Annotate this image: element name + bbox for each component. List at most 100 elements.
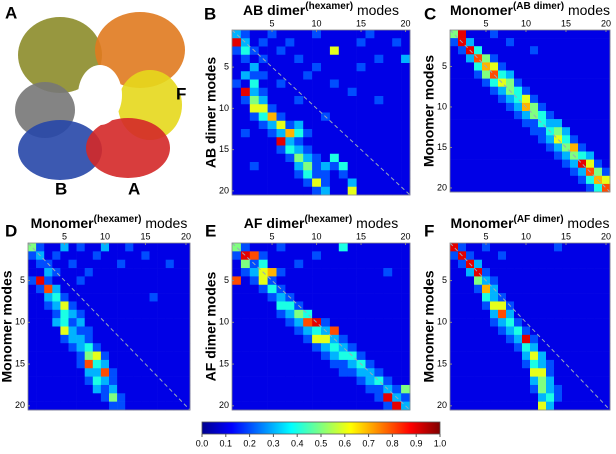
heat-cell [303,343,313,352]
heat-cell [267,153,277,163]
heat-cell [329,259,340,269]
heat-cell [578,167,587,177]
heat-cell [329,71,340,80]
heat-cell [450,135,459,144]
heat-cell [28,293,37,302]
heat-cell [149,359,158,369]
heat-cell [530,268,539,277]
y-axis-label: AF dimer modes [203,271,219,381]
heat-cell [249,318,259,327]
heat-cell [285,343,295,352]
heat-cell [498,301,507,311]
heat-cell [28,359,37,369]
heat-cell [546,401,555,411]
heat-cell [356,276,366,286]
heat-cell [267,186,277,196]
heat-cell [312,170,322,179]
heat-cell [321,309,331,319]
heat-cell [458,62,467,71]
heat-cell [92,268,102,277]
heat-cell [374,401,384,411]
heat-cell [570,384,579,394]
heat-cell [303,284,313,294]
heat-cell [338,112,348,122]
heat-cell [401,162,411,171]
heat-cell [450,127,459,136]
heat-cell [450,151,459,160]
heat-cell [232,162,242,171]
heat-cell [276,268,286,277]
heat-cell [321,153,331,163]
heat-cell [570,343,579,352]
heat-cell [312,384,322,394]
heat-cell [498,384,507,394]
heat-cell [578,326,587,336]
heat-cell [356,170,366,179]
heat-cell [240,276,251,286]
heat-cell [276,318,286,327]
heat-cell [392,326,402,336]
heat-cell [329,276,340,286]
heat-cell [149,384,158,394]
heat-cell [594,102,603,112]
y-tick-label: 10 [437,317,447,327]
heat-cell [117,276,126,286]
heat-cell [28,251,37,260]
heat-cell [498,268,507,277]
diagonal [449,242,611,411]
heat-cell [578,183,587,193]
heat-cell [294,384,304,394]
heat-cell [602,54,611,63]
heat-cell [594,46,603,55]
heat-cell [401,334,411,344]
heat-cell [538,111,547,120]
heat-cell [570,38,579,47]
heat-cell [365,145,375,155]
heat-cell [514,368,523,377]
heat-cell [285,63,295,72]
heat-cell [347,293,357,302]
heat-cell [84,384,94,394]
heat-cell [602,94,611,104]
heat-cell [562,351,571,361]
heat-cell [522,127,531,136]
title-rest: modes [352,215,398,231]
heat-cell [482,351,491,361]
heat-cell [141,384,150,394]
heat-cell [329,359,340,369]
heat-cell [303,186,313,196]
heat-cell [267,137,277,146]
heat-cell [546,368,555,377]
heat-cell [466,293,475,302]
heat-cell [522,46,531,55]
heat-cell [303,87,313,97]
heat-cell [347,376,357,386]
heat-cell [44,368,53,377]
heat-cell [321,186,331,196]
y-tick-label: 15 [437,142,447,152]
heat-cell [570,175,579,185]
heat-cell [338,326,348,336]
heat-cell [546,268,555,277]
heat-cell [530,318,539,327]
panel-letter: C [424,4,436,23]
heat-cell [276,251,286,260]
heat-cell [482,243,491,252]
heat-cell [321,54,331,64]
heat-cell [321,243,331,252]
heat-cell [347,120,357,130]
heat-cell [92,326,102,336]
heat-cell [157,309,166,319]
heat-cell [149,259,158,269]
heat-cell [347,318,357,327]
heat-cell [562,376,571,386]
heat-cell [365,284,375,294]
heat-cell [401,359,411,369]
heat-cell [392,112,402,122]
heat-cell [450,318,459,327]
heat-cell [141,326,150,336]
heat-cell [578,94,587,104]
heat-cell [498,326,507,336]
heat-cell [109,251,118,260]
heat-cell [482,393,491,402]
